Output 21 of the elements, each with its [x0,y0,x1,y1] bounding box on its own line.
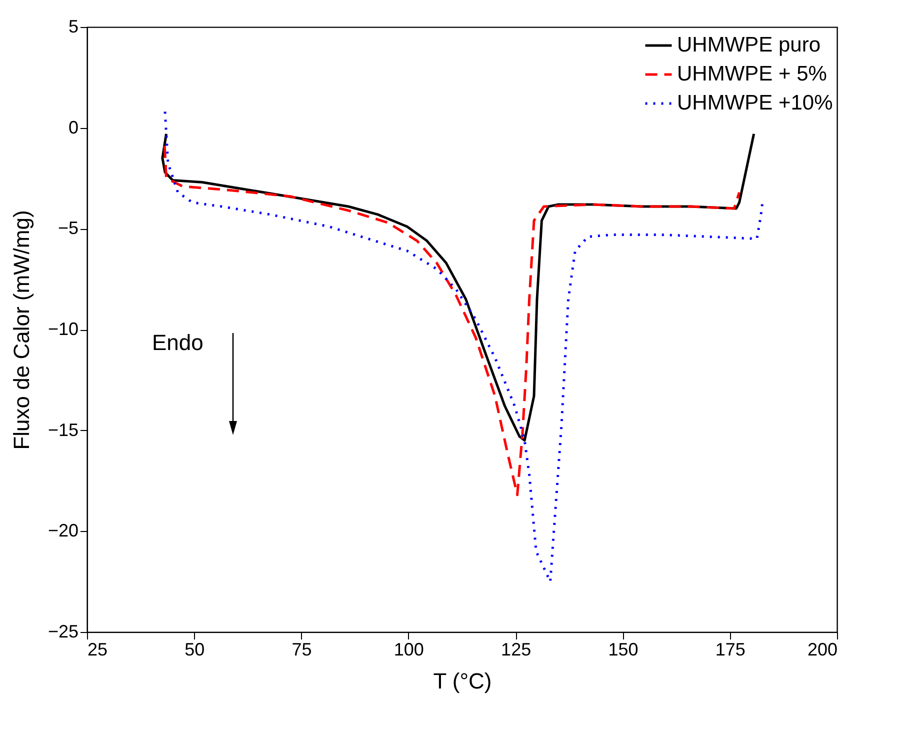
y-tick-label: −10 [48,319,78,339]
y-tick-label: 5 [68,16,78,36]
y-tick-label: −5 [58,218,78,238]
y-tick-label: −20 [48,520,78,541]
legend-label: UHMWPE +10% [677,92,833,114]
y-tick-label: 0 [68,117,78,138]
x-tick-label: 75 [292,640,312,660]
y-tick-label: −25 [48,622,78,642]
x-tick-label: 25 [88,640,108,660]
x-tick-label: 175 [715,640,746,660]
x-tick-label: 100 [394,640,424,660]
y-tick-label: −15 [48,420,78,440]
x-axis-title: T (°C) [433,668,492,694]
legend-label: UHMWPE puro [677,34,821,56]
x-tick-label: 50 [184,640,205,660]
x-tick-label: 125 [501,640,532,660]
annotation: Endo [152,330,204,356]
y-axis-title: Fluxo de Calor (mW/mg) [8,210,34,450]
x-tick-label: 150 [608,640,638,660]
x-tick-label: 200 [807,640,838,660]
legend-label: UHMWPE + 5% [677,62,827,86]
